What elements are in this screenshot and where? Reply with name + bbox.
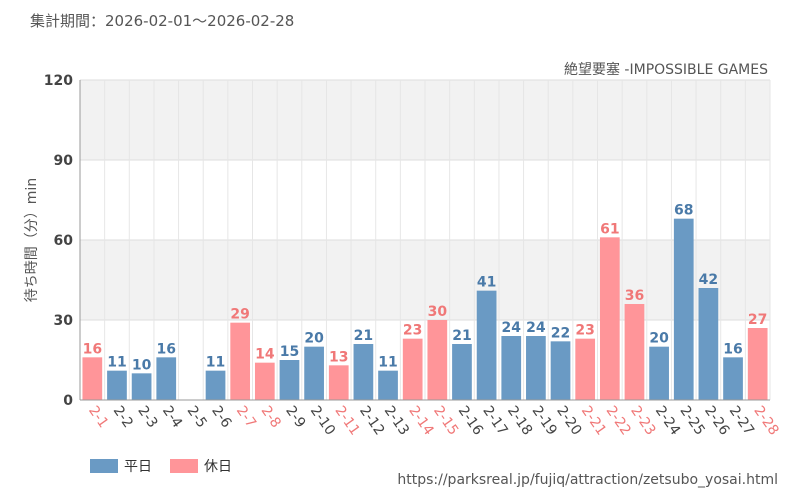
x-tick-label-2-17: 2-17 xyxy=(479,403,510,438)
x-tick-label-2-21: 2-21 xyxy=(578,403,609,438)
data-label-2-3: 10 xyxy=(132,357,152,373)
bar-2-16 xyxy=(452,344,472,400)
data-label-2-7: 29 xyxy=(230,307,249,323)
data-label-2-10: 20 xyxy=(304,331,324,347)
bar-2-9 xyxy=(279,360,300,400)
bar-2-24 xyxy=(649,346,669,400)
x-tick-label-2-6: 2-6 xyxy=(208,403,234,431)
data-label-2-9: 15 xyxy=(280,344,299,360)
x-tick-label-2-3: 2-3 xyxy=(134,403,160,431)
x-tick-label-2-22: 2-22 xyxy=(603,403,634,438)
legend-item-weekday: 平日 xyxy=(90,456,152,476)
data-label-2-22: 61 xyxy=(600,221,619,237)
data-label-2-15: 30 xyxy=(428,304,448,320)
bar-2-22 xyxy=(599,237,620,400)
bar-2-28 xyxy=(747,328,768,400)
data-label-2-19: 24 xyxy=(526,320,546,336)
data-label-2-20: 22 xyxy=(551,325,570,341)
data-label-2-16: 21 xyxy=(452,328,471,344)
data-label-2-1: 16 xyxy=(83,341,102,357)
data-label-2-24: 20 xyxy=(649,331,669,347)
x-tick-label-2-12: 2-12 xyxy=(356,403,387,438)
x-tick-label-2-16: 2-16 xyxy=(455,403,486,438)
bar-2-7 xyxy=(230,322,251,400)
x-tick-label-2-19: 2-19 xyxy=(529,403,560,438)
data-label-2-21: 23 xyxy=(575,323,594,339)
data-label-2-18: 24 xyxy=(502,320,522,336)
y-tick-label: 120 xyxy=(44,73,73,89)
x-tick-label-2-11: 2-11 xyxy=(331,403,362,438)
bar-2-21 xyxy=(575,338,596,400)
bar-2-1 xyxy=(82,357,103,400)
bar-2-18 xyxy=(501,336,522,400)
x-tick-label-2-15: 2-15 xyxy=(430,403,461,438)
data-label-2-13: 11 xyxy=(378,355,397,371)
x-tick-label-2-9: 2-9 xyxy=(282,403,308,431)
bar-2-14 xyxy=(402,338,423,400)
x-tick-label-2-8: 2-8 xyxy=(258,403,284,431)
data-label-2-12: 21 xyxy=(354,328,373,344)
bar-2-13 xyxy=(378,370,398,400)
legend-swatch-weekday xyxy=(90,459,118,473)
bar-2-27 xyxy=(723,357,743,400)
bar-2-10 xyxy=(304,346,324,400)
x-tick-label-2-7: 2-7 xyxy=(233,403,259,431)
data-label-2-17: 41 xyxy=(477,275,496,291)
data-label-2-26: 42 xyxy=(699,272,718,288)
chart-title: 絶望要塞 -IMPOSSIBLE GAMES xyxy=(564,61,768,78)
x-tick-label-2-23: 2-23 xyxy=(627,403,658,438)
x-tick-label-2-26: 2-26 xyxy=(701,403,732,438)
bar-2-15 xyxy=(427,320,448,400)
bar-2-17 xyxy=(476,290,497,400)
x-tick-label-2-4: 2-4 xyxy=(159,403,185,431)
legend: 平日 休日 xyxy=(90,456,232,476)
bar-2-6 xyxy=(205,370,226,400)
bar-2-25 xyxy=(673,218,694,400)
period-label: 集計期間：2026-02-01～2026-02-28 xyxy=(30,12,295,30)
data-label-2-27: 16 xyxy=(723,341,742,357)
data-label-2-25: 68 xyxy=(674,203,693,219)
bar-2-12 xyxy=(353,344,374,400)
x-tick-label-2-27: 2-27 xyxy=(726,403,757,438)
x-tick-label-2-14: 2-14 xyxy=(405,403,436,438)
data-label-2-23: 36 xyxy=(625,288,644,304)
x-tick-label-2-5: 2-5 xyxy=(184,403,210,431)
x-tick-label-2-20: 2-20 xyxy=(553,403,584,438)
y-axis-label: 待ち時間（分）min xyxy=(24,178,40,302)
y-tick-label: 60 xyxy=(54,233,74,249)
bar-2-4 xyxy=(156,357,177,400)
data-label-2-6: 11 xyxy=(206,355,225,371)
x-tick-label-2-28: 2-28 xyxy=(750,403,781,438)
bar-2-20 xyxy=(550,341,571,400)
bar-2-8 xyxy=(254,362,275,400)
data-label-2-14: 23 xyxy=(403,323,422,339)
bar-2-23 xyxy=(624,304,645,400)
data-label-2-2: 11 xyxy=(107,355,126,371)
legend-label-weekday: 平日 xyxy=(124,459,152,475)
x-tick-label-2-1: 2-1 xyxy=(85,403,111,431)
data-label-2-4: 16 xyxy=(157,341,176,357)
bar-2-2 xyxy=(107,370,127,400)
legend-item-holiday: 休日 xyxy=(170,456,232,476)
bar-2-3 xyxy=(131,373,152,400)
x-tick-label-2-13: 2-13 xyxy=(381,403,412,438)
x-tick-label-2-25: 2-25 xyxy=(676,403,707,438)
x-tick-label-2-18: 2-18 xyxy=(504,403,535,438)
bar-2-11 xyxy=(328,365,349,400)
legend-swatch-holiday xyxy=(170,459,198,473)
x-tick-label-2-24: 2-24 xyxy=(652,403,683,438)
y-tick-label: 0 xyxy=(63,393,73,409)
x-tick-label-2-10: 2-10 xyxy=(307,403,338,438)
data-label-2-28: 27 xyxy=(748,312,767,328)
legend-label-holiday: 休日 xyxy=(204,459,232,475)
data-label-2-8: 14 xyxy=(255,347,275,363)
bar-2-26 xyxy=(698,288,719,400)
data-label-2-11: 13 xyxy=(329,349,348,365)
source-url: https://parksreal.jp/fujiq/attraction/ze… xyxy=(397,472,778,488)
y-tick-label: 30 xyxy=(54,313,74,329)
y-tick-label: 90 xyxy=(54,153,74,169)
bar-2-19 xyxy=(526,336,546,400)
x-tick-label-2-2: 2-2 xyxy=(110,403,136,431)
